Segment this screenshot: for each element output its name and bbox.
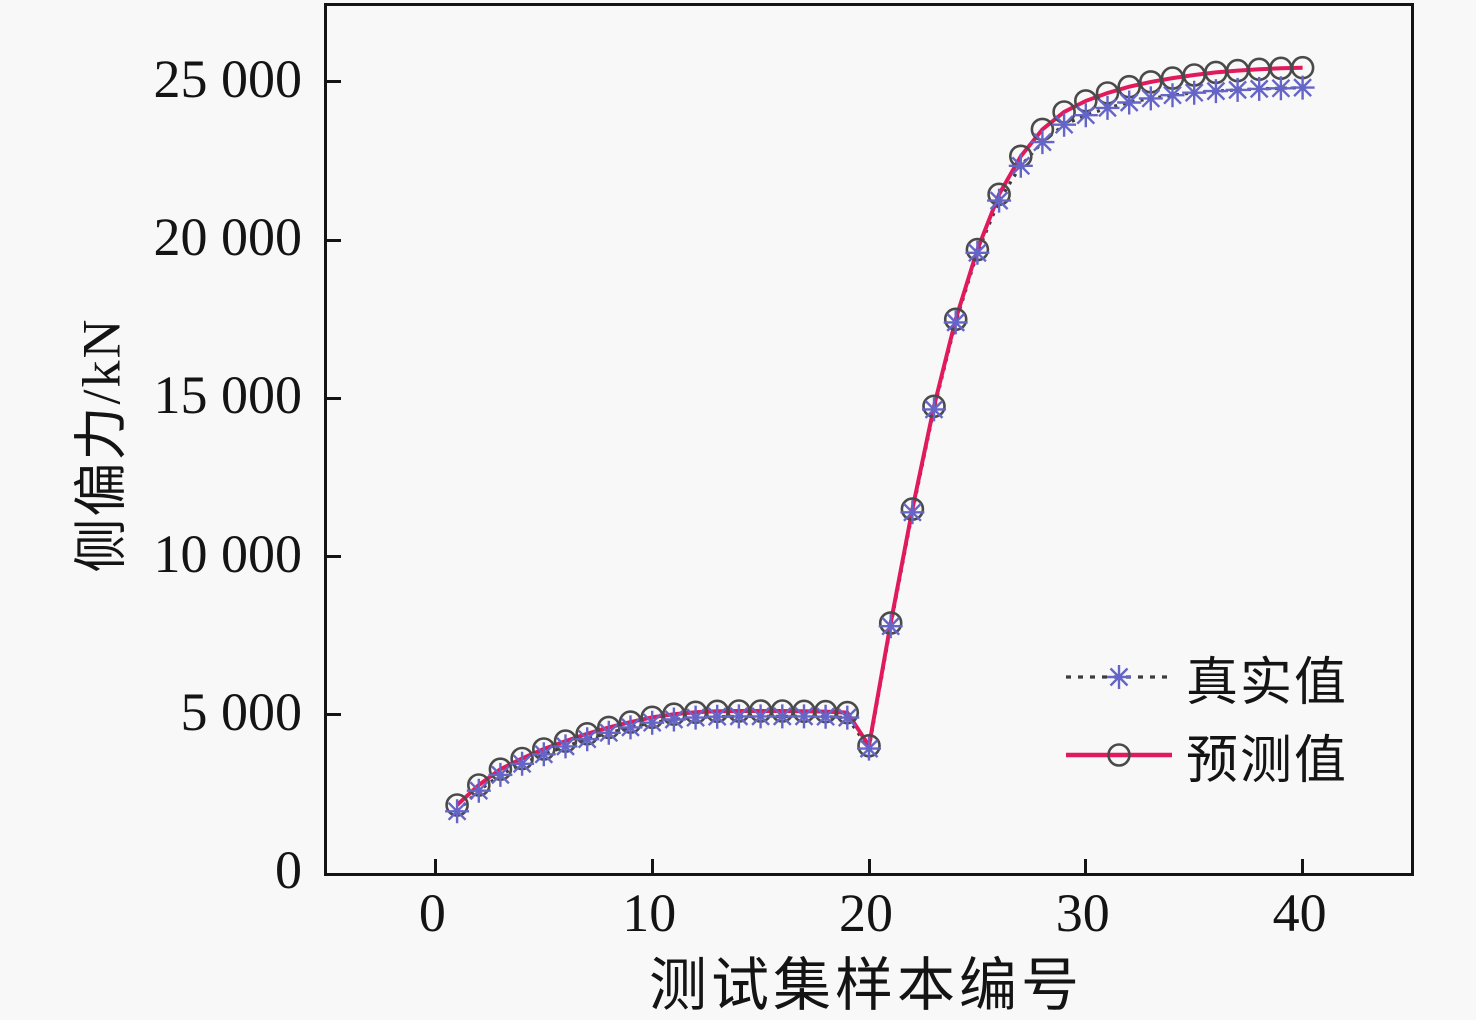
y-tick (327, 80, 341, 84)
true-marker (748, 704, 773, 729)
pred-series-sample-icon (1066, 743, 1172, 767)
x-tick-label: 10 (622, 883, 677, 943)
y-axis-tick-labels: 0 5 000 10 000 15 000 20 000 25 000 (0, 0, 303, 1020)
true-marker (553, 734, 578, 759)
legend-label-pred: 预测值 (1186, 732, 1349, 790)
legend: 真实值 预测值 (1064, 638, 1348, 794)
y-tick-label: 15 000 (153, 365, 303, 426)
legend-label-true: 真实值 (1186, 654, 1349, 712)
y-tick-label: 10 000 (153, 523, 303, 584)
y-tick (327, 238, 341, 242)
plot-area (324, 3, 1414, 876)
y-tick (327, 396, 341, 400)
y-tick (327, 713, 341, 717)
y-tick-label: 0 (275, 840, 302, 900)
true-marker (965, 240, 990, 265)
true-marker (488, 762, 513, 787)
true-marker (1290, 75, 1315, 100)
y-tick-label: 20 000 (153, 207, 303, 268)
y-tick-label: 5 000 (180, 681, 303, 742)
chart-canvas (445, 55, 1315, 824)
true-marker (770, 704, 795, 729)
true-marker (1138, 86, 1163, 111)
true-marker (878, 614, 903, 639)
true-marker (510, 751, 535, 776)
y-tick-label: 25 000 (153, 48, 303, 109)
x-tick (867, 859, 871, 873)
true-marker (792, 704, 816, 729)
true-marker (813, 704, 838, 729)
x-axis-title: 测试集样本编号 (648, 953, 1084, 1018)
true-marker (726, 704, 751, 729)
x-tick-label: 20 (839, 883, 893, 943)
x-tick-label: 30 (1055, 883, 1110, 943)
true-marker (1225, 77, 1250, 102)
true-marker (1008, 153, 1033, 178)
true-marker (1052, 112, 1077, 137)
true-marker (1268, 76, 1293, 101)
true-marker (1030, 130, 1055, 155)
true-marker (640, 710, 665, 735)
true-marker (445, 799, 470, 824)
true-marker (900, 500, 925, 525)
true-marker (596, 720, 621, 745)
true-marker (1117, 90, 1142, 115)
x-tick (1301, 859, 1305, 873)
true-marker (1073, 103, 1098, 128)
true-marker (857, 736, 881, 761)
y-axis-title: 侧偏力/kN (71, 317, 132, 573)
true-marker (705, 704, 730, 729)
true-marker (1160, 83, 1185, 108)
true-series-sample-icon (1066, 665, 1172, 689)
x-tick-label: 0 (418, 883, 446, 943)
true-marker (922, 397, 946, 422)
true-marker (683, 705, 708, 730)
x-tick (650, 859, 654, 873)
true-marker (661, 707, 686, 732)
true-marker (835, 705, 860, 730)
x-tick (1084, 859, 1088, 873)
true-marker (1203, 79, 1228, 104)
y-tick (327, 555, 341, 559)
legend-item-pred: 预测值 (1064, 716, 1348, 794)
true-marker (618, 715, 643, 740)
true-marker (1247, 76, 1272, 101)
legend-item-true: 真实值 (1064, 638, 1348, 716)
x-tick (433, 859, 437, 873)
true-marker (575, 727, 600, 752)
true-marker (466, 778, 491, 803)
true-marker (531, 742, 556, 767)
true-marker (1095, 95, 1120, 120)
true-marker (1182, 80, 1207, 105)
true-marker (987, 188, 1012, 213)
x-tick-label: 40 (1272, 883, 1327, 943)
true-marker (943, 310, 968, 335)
x-axis-tick-labels: 0 10 20 30 40 (0, 882, 1476, 952)
